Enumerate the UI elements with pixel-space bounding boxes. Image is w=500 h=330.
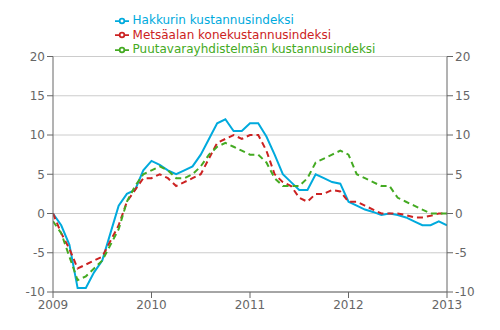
svg-text:15: 15 — [30, 89, 45, 103]
html-text:Metsäalan konekustannusindeksi: Metsäalan konekustannusindeksi — [132, 27, 331, 42]
svg-text:2011: 2011 — [235, 298, 266, 312]
svg-text:2012: 2012 — [333, 298, 364, 312]
svg-text:0: 0 — [455, 207, 463, 221]
svg-text:10: 10 — [455, 128, 470, 142]
svg-text:5: 5 — [37, 168, 45, 182]
svg-text:2013: 2013 — [432, 298, 463, 312]
svg-text:15: 15 — [455, 89, 470, 103]
svg-text:-10: -10 — [25, 285, 45, 299]
html-text:Puutavarayhdistelmän kustannus: Puutavarayhdistelmän kustannusindeksi — [132, 42, 376, 56]
svg-text:-5: -5 — [455, 246, 467, 260]
svg-text:10: 10 — [30, 128, 45, 142]
svg-text:2009: 2009 — [38, 298, 69, 312]
html-text:Hakkurin kustannusindeksi: Hakkurin kustannusindeksi — [132, 13, 294, 27]
svg-text:-5: -5 — [33, 246, 45, 260]
svg-text:20: 20 — [455, 50, 470, 64]
svg-text:20: 20 — [30, 50, 45, 64]
svg-text:2010: 2010 — [136, 298, 167, 312]
svg-text:0: 0 — [37, 207, 45, 221]
svg-text:5: 5 — [455, 168, 463, 182]
svg-text:-10: -10 — [455, 285, 475, 299]
